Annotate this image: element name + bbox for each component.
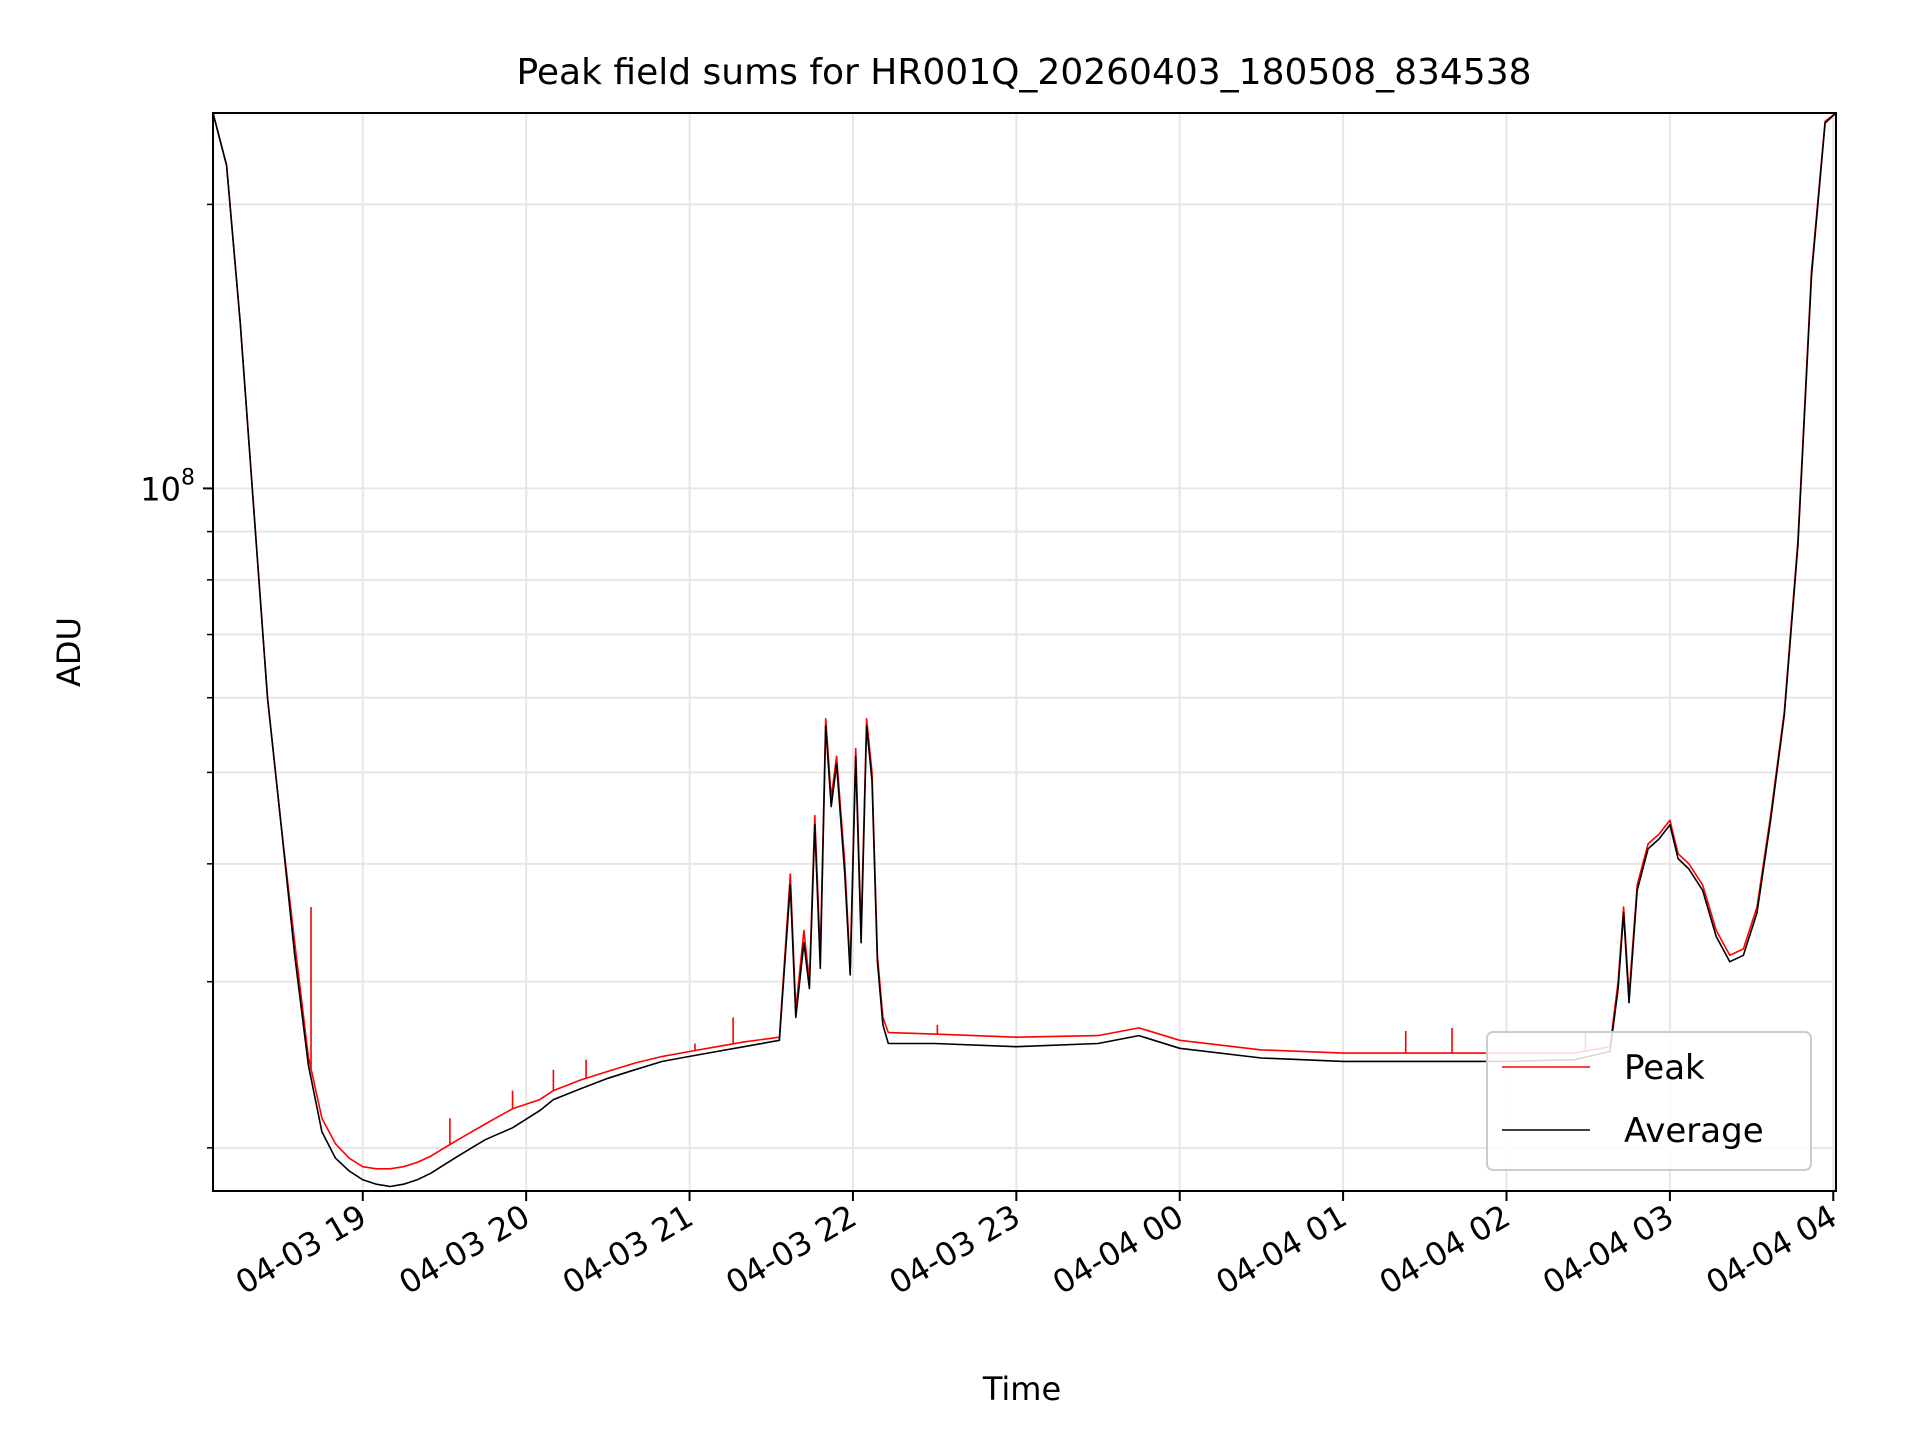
legend-label-average: Average bbox=[1624, 1111, 1764, 1151]
series-peak-line bbox=[213, 113, 1836, 1170]
x-axis-label: Time bbox=[982, 1370, 1061, 1408]
legend: Peak Average bbox=[1486, 1031, 1812, 1171]
series-average-line bbox=[213, 113, 1836, 1188]
y-axis-label: ADU bbox=[50, 617, 88, 687]
chart-title: Peak field sums for HR001Q_20260403_1805… bbox=[516, 52, 1531, 93]
y-axis: 108 bbox=[140, 203, 213, 1149]
y-tick-label: 108 bbox=[140, 465, 195, 508]
legend-label-peak: Peak bbox=[1624, 1048, 1705, 1088]
plot-frame bbox=[212, 112, 1837, 1192]
series-layer bbox=[213, 113, 1836, 1188]
plot-area bbox=[213, 113, 1836, 1188]
